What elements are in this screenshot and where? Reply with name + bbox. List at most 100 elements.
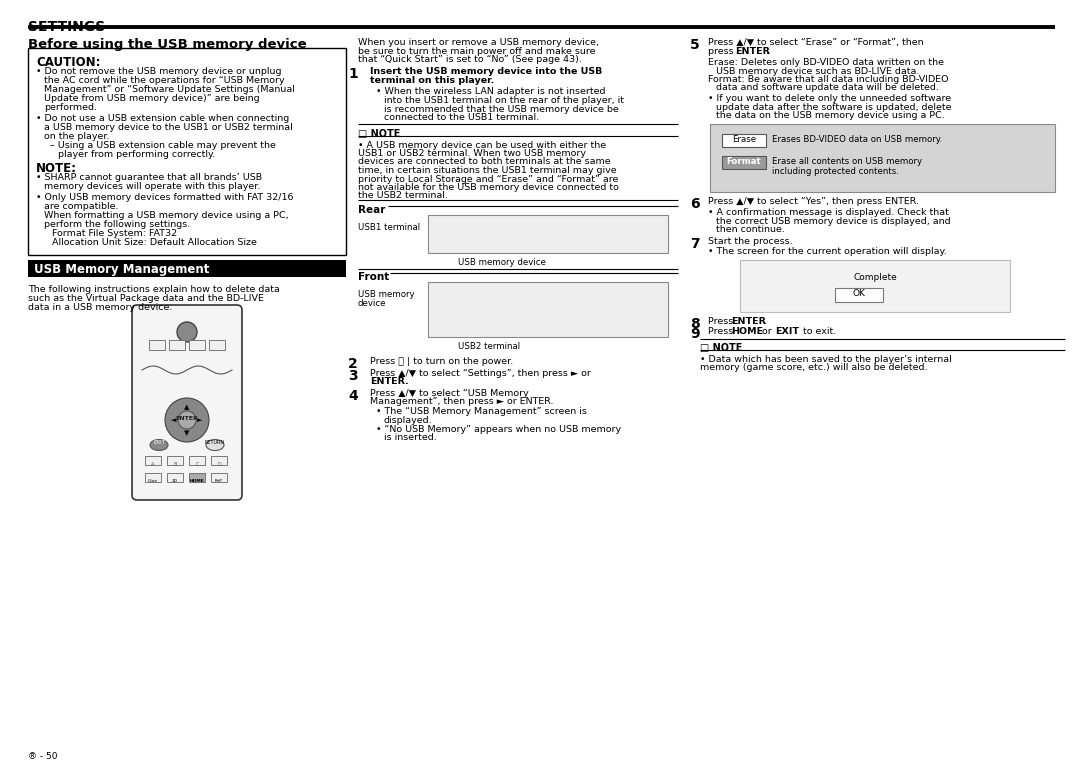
Bar (189, 340, 205, 350)
Text: ◄: ◄ (172, 417, 177, 423)
Text: devices are connected to both terminals at the same: devices are connected to both terminals … (357, 157, 610, 166)
Text: Press: Press (708, 327, 737, 336)
Bar (149, 340, 165, 350)
Text: 9: 9 (690, 327, 700, 341)
Bar (740, 259, 1010, 311)
Text: Erase: Deletes only BD-VIDEO data written on the: Erase: Deletes only BD-VIDEO data writte… (708, 58, 944, 67)
Text: – Using a USB extension cable may prevent the: – Using a USB extension cable may preven… (50, 141, 275, 150)
Text: the USB2 terminal.: the USB2 terminal. (357, 192, 448, 201)
Text: • The screen for the current operation will display.: • The screen for the current operation w… (708, 247, 947, 256)
Text: .: . (764, 317, 767, 326)
Text: RETURN: RETURN (205, 439, 225, 445)
Text: ENTER: ENTER (735, 47, 770, 56)
Text: such as the Virtual Package data and the BD-LIVE: such as the Virtual Package data and the… (28, 294, 264, 303)
Text: Press ⏻ | to turn on the power.: Press ⏻ | to turn on the power. (370, 357, 513, 366)
Text: USB Memory Management: USB Memory Management (33, 263, 210, 276)
Text: PnP: PnP (215, 479, 222, 483)
Text: displayed.: displayed. (384, 416, 433, 425)
Text: Allocation Unit Size: Default Allocation Size: Allocation Unit Size: Default Allocation… (52, 238, 257, 247)
Bar (723, 134, 766, 146)
Text: EXIT: EXIT (775, 327, 799, 336)
Text: Before using the USB memory device: Before using the USB memory device (28, 38, 307, 51)
Text: EXIT: EXIT (153, 439, 165, 445)
Text: data in a USB memory device.: data in a USB memory device. (28, 303, 173, 312)
Text: a USB memory device to the USB1 or USB2 terminal: a USB memory device to the USB1 or USB2 … (44, 123, 293, 132)
Text: 4: 4 (348, 388, 357, 403)
Text: Start the process.: Start the process. (708, 237, 793, 246)
Text: NOTE:: NOTE: (36, 162, 77, 175)
Text: then continue.: then continue. (716, 225, 785, 234)
Text: connected to the USB1 terminal.: connected to the USB1 terminal. (384, 113, 539, 122)
Text: Press ▲/▼ to select “Settings”, then press ► or: Press ▲/▼ to select “Settings”, then pre… (370, 369, 591, 378)
Text: not available for the USB memory device connected to: not available for the USB memory device … (357, 183, 619, 192)
Bar (189, 456, 205, 465)
Text: Glue: Glue (148, 479, 158, 483)
Text: time, in certain situations the USB1 terminal may give: time, in certain situations the USB1 ter… (357, 166, 617, 175)
Text: ▲: ▲ (185, 404, 190, 410)
Text: C: C (195, 462, 199, 467)
Bar (710, 124, 1055, 192)
Text: into the USB1 terminal on the rear of the player, it: into the USB1 terminal on the rear of th… (384, 96, 624, 105)
Bar (168, 340, 185, 350)
Text: USB memory: USB memory (357, 290, 415, 299)
Text: • When the wireless LAN adapter is not inserted: • When the wireless LAN adapter is not i… (376, 88, 606, 96)
Text: 7: 7 (690, 237, 700, 250)
Bar (210, 340, 225, 350)
Text: USB2 terminal: USB2 terminal (458, 342, 521, 351)
Bar (28, 48, 346, 255)
Text: CAUTION:: CAUTION: (36, 56, 100, 69)
Text: • A confirmation message is displayed. Check that: • A confirmation message is displayed. C… (708, 208, 949, 217)
Text: USB memory device: USB memory device (458, 258, 545, 267)
Text: to exit.: to exit. (800, 327, 836, 336)
Text: HOME: HOME (190, 479, 204, 483)
Text: Management” or “Software Update Settings (Manual: Management” or “Software Update Settings… (44, 85, 295, 94)
Text: 1: 1 (348, 66, 357, 81)
Text: .: . (766, 47, 769, 56)
Text: Press ▲/▼ to select “Erase” or “Format”, then: Press ▲/▼ to select “Erase” or “Format”,… (708, 38, 923, 47)
Text: • Do not remove the USB memory device or unplug: • Do not remove the USB memory device or… (36, 67, 282, 76)
Bar (167, 456, 183, 465)
Ellipse shape (150, 439, 168, 450)
Text: OK: OK (852, 288, 865, 298)
Text: that “Quick Start” is set to “No” (See page 43).: that “Quick Start” is set to “No” (See p… (357, 55, 582, 64)
Text: • “No USB Memory” appears when no USB memory: • “No USB Memory” appears when no USB me… (376, 424, 621, 433)
Text: Management”, then press ► or ENTER.: Management”, then press ► or ENTER. (370, 397, 554, 406)
Text: memory (game score, etc.) will also be deleted.: memory (game score, etc.) will also be d… (700, 363, 928, 372)
Text: Format: Format (727, 156, 761, 166)
Text: SETTINGS: SETTINGS (28, 20, 105, 34)
Text: Format: Be aware that all data including BD-VIDEO: Format: Be aware that all data including… (708, 75, 948, 84)
Text: perform the following settings.: perform the following settings. (44, 220, 190, 229)
Text: on the player.: on the player. (44, 132, 109, 141)
Bar (28, 260, 346, 277)
Text: ▼: ▼ (185, 430, 190, 436)
Text: player from performing correctly.: player from performing correctly. (58, 150, 215, 159)
Text: USB1 or USB2 terminal. When two USB memory: USB1 or USB2 terminal. When two USB memo… (357, 149, 586, 158)
Text: 8: 8 (690, 317, 700, 330)
Text: ENTER.: ENTER. (370, 377, 408, 386)
Bar (835, 288, 883, 301)
Text: priority to Local Storage and “Erase” and “Format” are: priority to Local Storage and “Erase” an… (357, 175, 619, 183)
Text: A: A (151, 462, 154, 467)
Text: 6: 6 (690, 198, 700, 211)
Text: ® - 50: ® - 50 (28, 752, 57, 761)
Bar (428, 215, 669, 253)
Text: Format File System: FAT32: Format File System: FAT32 (52, 229, 177, 238)
Text: data and software update data will be deleted.: data and software update data will be de… (716, 83, 939, 92)
Text: is inserted.: is inserted. (384, 433, 436, 442)
Text: or: or (759, 327, 774, 336)
Bar (211, 473, 227, 482)
Text: including protected contents.: including protected contents. (772, 166, 899, 175)
Text: D: D (217, 462, 221, 467)
Circle shape (165, 398, 210, 442)
Text: □ NOTE: □ NOTE (357, 128, 401, 139)
Text: • Only USB memory devices formatted with FAT 32/16: • Only USB memory devices formatted with… (36, 193, 294, 202)
Text: • A USB memory device can be used with either the: • A USB memory device can be used with e… (357, 140, 606, 150)
Text: • The “USB Memory Management” screen is: • The “USB Memory Management” screen is (376, 407, 586, 417)
Text: Front: Front (357, 272, 389, 282)
Text: memory devices will operate with this player.: memory devices will operate with this pl… (44, 182, 260, 191)
Text: When formatting a USB memory device using a PC,: When formatting a USB memory device usin… (44, 211, 288, 220)
Bar (145, 473, 161, 482)
Text: the data on the USB memory device using a PC.: the data on the USB memory device using … (716, 111, 945, 120)
Text: ENTER: ENTER (731, 317, 766, 326)
Bar (428, 282, 669, 337)
